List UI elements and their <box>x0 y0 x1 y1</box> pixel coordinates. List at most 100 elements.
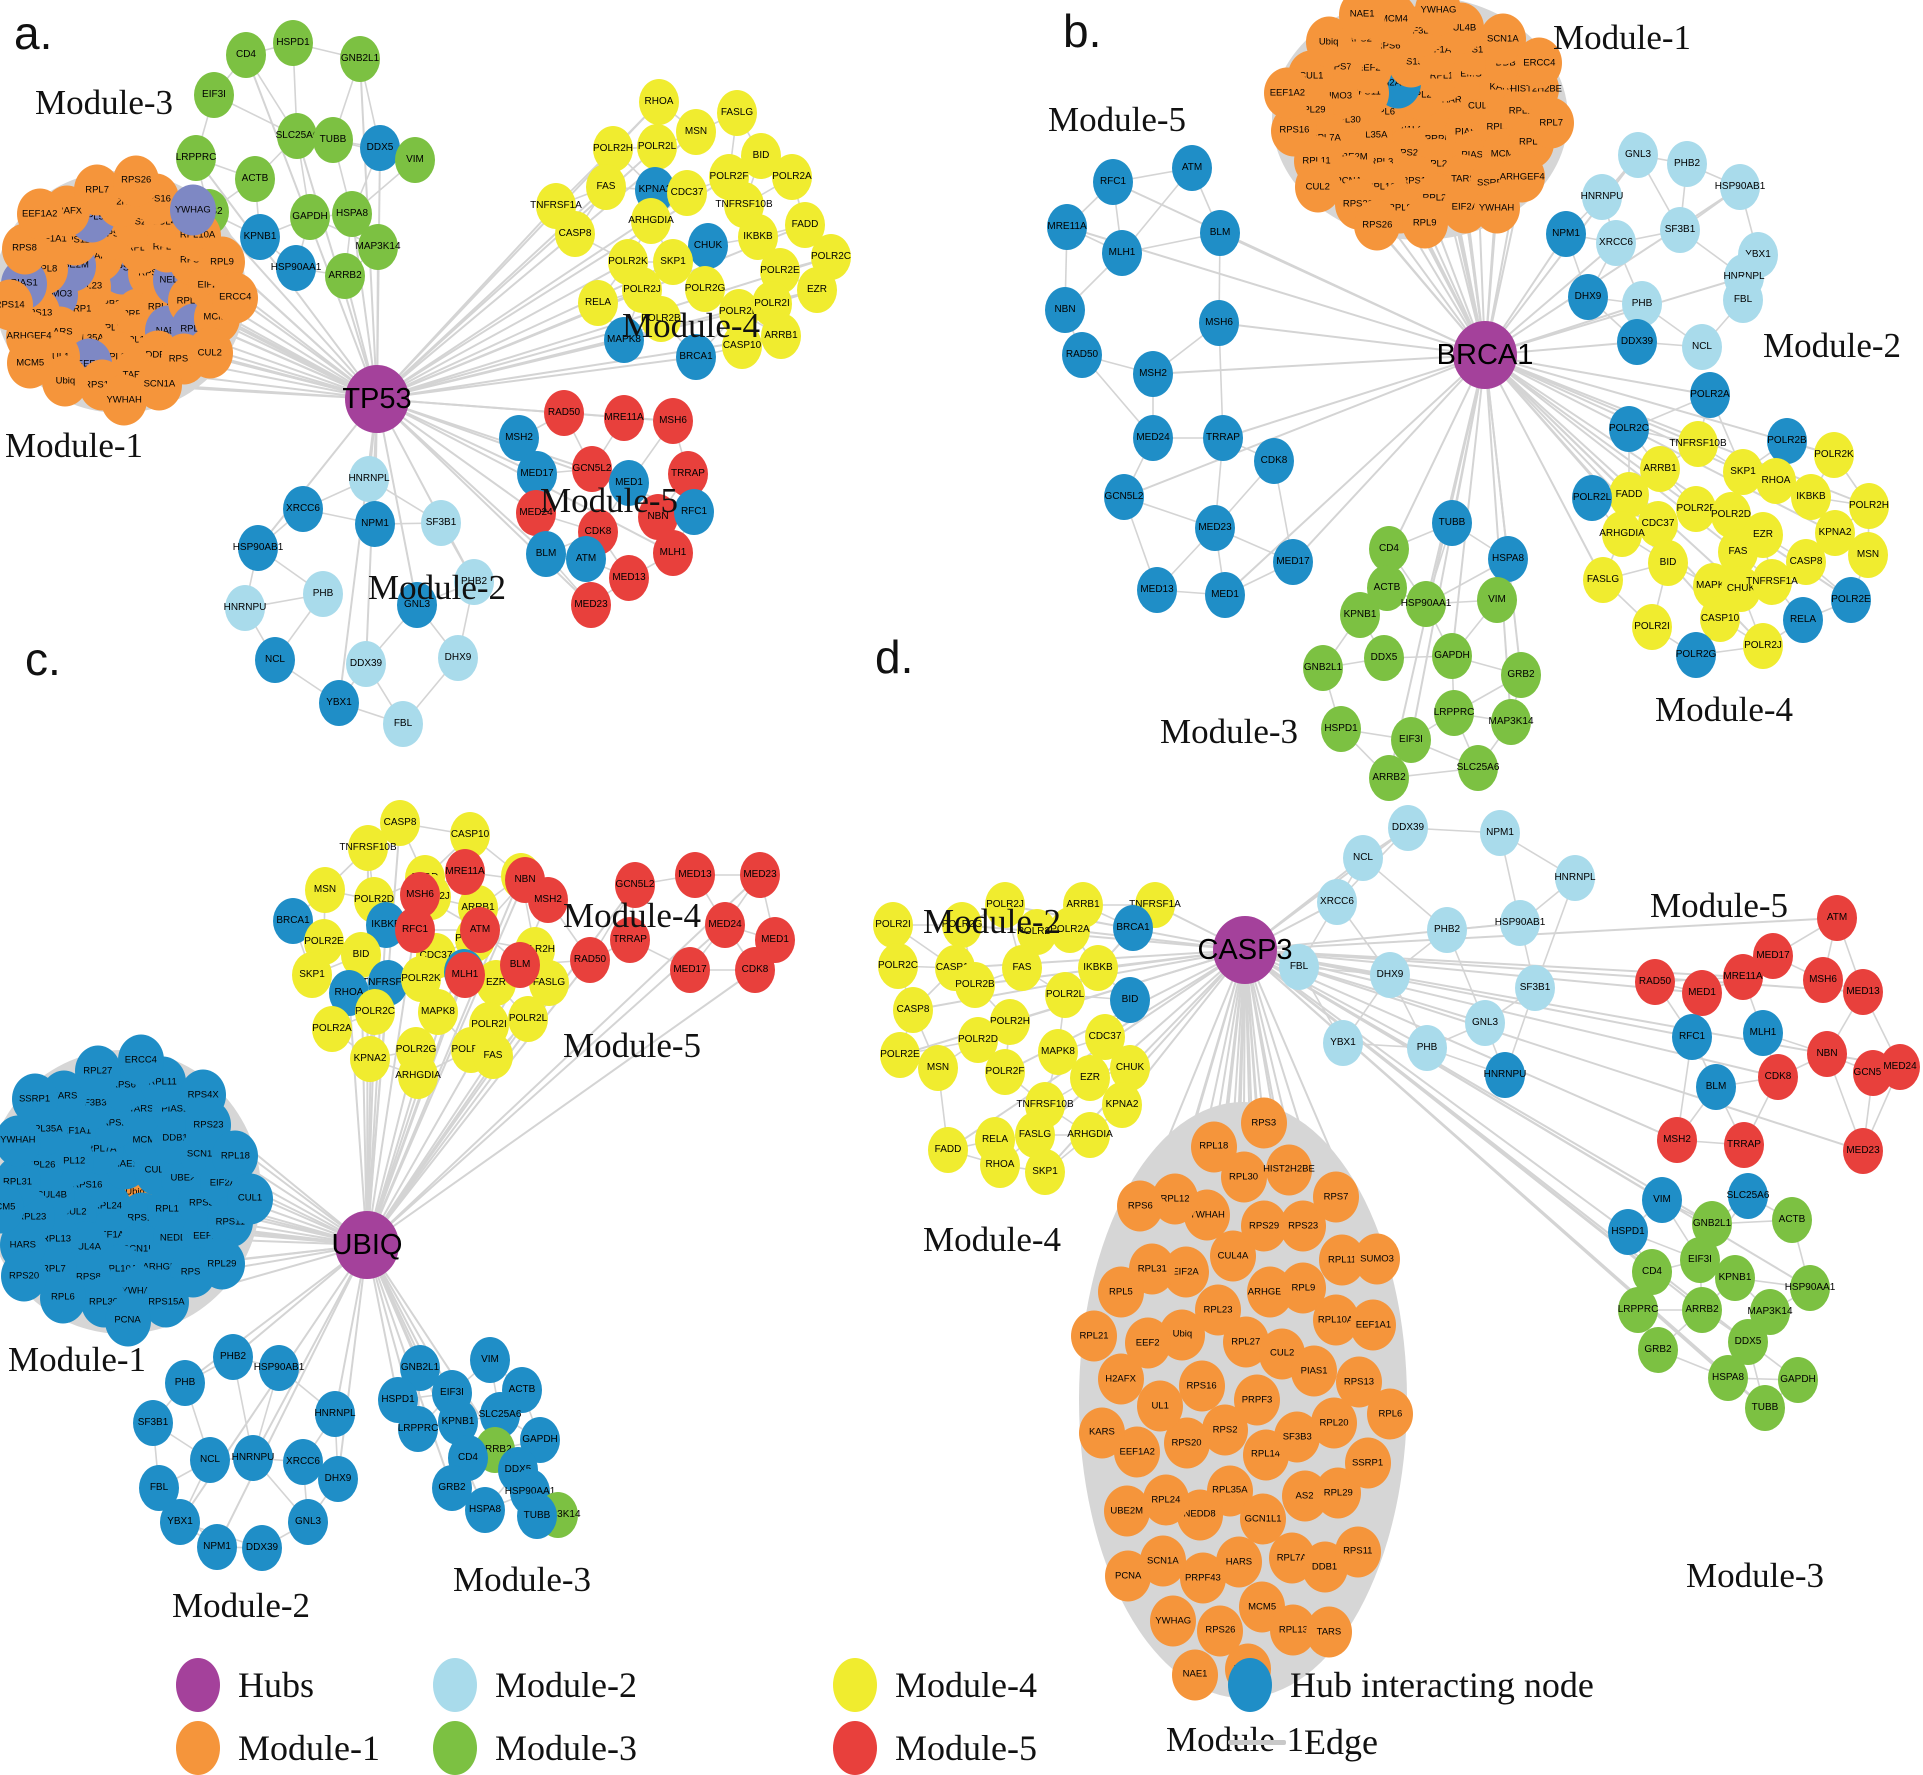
gene-node[interactable]: RFC1 <box>1093 159 1133 205</box>
hub-node-brca1[interactable]: BRCA1 <box>1437 321 1533 389</box>
gene-node[interactable]: POLR2F <box>985 1049 1025 1095</box>
gene-node[interactable]: HSPA8 <box>1488 536 1528 582</box>
gene-node[interactable]: YWHAH <box>1473 182 1520 234</box>
gene-node[interactable]: ARHGDIA <box>395 1053 441 1099</box>
gene-node[interactable]: VIM <box>470 1337 510 1383</box>
gene-node[interactable]: TUBB <box>313 117 353 163</box>
gene-node[interactable]: BID <box>1648 540 1688 586</box>
gene-node[interactable]: HSP90AA1 <box>1401 581 1451 627</box>
gene-node[interactable]: RPL24 <box>1142 1474 1189 1526</box>
gene-node[interactable]: SF3B1 <box>133 1400 173 1446</box>
gene-node[interactable]: SLC25A6 <box>1457 745 1499 791</box>
gene-node[interactable]: SKP1 <box>292 952 332 998</box>
gene-node[interactable]: KPNB1 <box>1340 592 1380 638</box>
gene-node[interactable]: IKBKB <box>1078 945 1118 991</box>
gene-node[interactable]: POLR2A <box>312 1006 352 1052</box>
gene-node[interactable]: HSPD1 <box>1321 706 1361 752</box>
gene-node[interactable]: MSH2 <box>528 877 568 923</box>
gene-node[interactable]: CASP8 <box>893 987 933 1033</box>
gene-node[interactable]: MED1 <box>1205 572 1245 618</box>
gene-node[interactable]: RPS4X <box>180 1069 227 1121</box>
gene-node[interactable]: CDK8 <box>1758 1054 1798 1100</box>
gene-node[interactable]: MLH1 <box>1743 1010 1783 1056</box>
gene-node[interactable]: RAD50 <box>544 390 584 436</box>
gene-node[interactable]: SF3B1 <box>421 500 461 546</box>
gene-node[interactable]: CASP8 <box>1786 539 1826 585</box>
gene-node[interactable]: UL1 <box>1137 1380 1184 1432</box>
gene-node[interactable]: MSH6 <box>1803 957 1843 1003</box>
gene-node[interactable]: MED24 <box>1880 1044 1920 1090</box>
gene-node[interactable]: NCL <box>1682 324 1722 370</box>
gene-node[interactable]: XRCC6 <box>1596 220 1636 266</box>
gene-node[interactable]: PIAS1 <box>1291 1345 1338 1397</box>
gene-node[interactable]: ATM <box>566 536 606 582</box>
gene-node[interactable]: XRCC6 <box>283 486 323 532</box>
gene-node[interactable]: LRPPRC <box>398 1406 438 1452</box>
gene-node[interactable]: XRCC6 <box>283 1439 323 1485</box>
gene-node[interactable]: BID <box>1110 977 1150 1023</box>
gene-node[interactable]: RPL18 <box>1190 1121 1237 1173</box>
gene-node[interactable]: MSH6 <box>653 398 693 444</box>
gene-node[interactable]: TUBB <box>1432 500 1472 546</box>
gene-node[interactable]: SLC25A6 <box>276 113 318 159</box>
gene-node[interactable]: DDX39 <box>242 1525 282 1571</box>
hub-node-casp3[interactable]: CASP3 <box>1197 916 1293 984</box>
gene-node[interactable]: RPL27 <box>74 1045 121 1097</box>
gene-node[interactable]: LRPPRC <box>176 135 216 181</box>
gene-node[interactable]: MED17 <box>1273 539 1313 585</box>
gene-node[interactable]: MLH1 <box>653 530 693 576</box>
gene-node[interactable]: HNRNPL <box>314 1391 356 1437</box>
gene-node[interactable]: POLR2C <box>355 989 395 1035</box>
gene-node[interactable]: TUBB <box>517 1493 557 1539</box>
gene-node[interactable]: BLM <box>526 531 566 577</box>
gene-node[interactable]: POLR2E <box>880 1032 920 1078</box>
gene-node[interactable]: RPS11 <box>1334 1526 1381 1578</box>
gene-node[interactable]: RPL21 <box>1071 1310 1118 1362</box>
gene-node[interactable]: HNRNPU <box>224 585 266 631</box>
gene-node[interactable]: BRCA1 <box>1113 905 1153 951</box>
gene-node[interactable]: PHB2 <box>213 1334 253 1380</box>
gene-node[interactable]: ARHGDIA <box>1599 511 1645 557</box>
gene-node[interactable]: MED24 <box>1133 415 1173 461</box>
gene-node[interactable]: POLR2E <box>1831 577 1871 623</box>
gene-node[interactable]: TNFRSF10B <box>1669 421 1727 467</box>
gene-node[interactable]: FAS <box>586 164 626 210</box>
gene-node[interactable]: DHX9 <box>438 635 478 681</box>
gene-node[interactable]: MED24 <box>705 902 745 948</box>
gene-node[interactable]: SSRP1 <box>1344 1437 1391 1489</box>
gene-node[interactable]: NPM1 <box>1480 810 1520 856</box>
gene-node[interactable]: CDK8 <box>1254 438 1294 484</box>
gene-node[interactable]: NPM1 <box>355 501 395 547</box>
gene-node[interactable]: CUL2 <box>186 327 233 379</box>
gene-node[interactable]: TRRAP <box>1724 1122 1764 1168</box>
gene-node[interactable]: HSP90AB1 <box>233 525 283 571</box>
gene-node[interactable]: ATM <box>1172 145 1212 191</box>
gene-node[interactable]: FAS <box>1002 945 1042 991</box>
gene-node[interactable]: TNFRSF1A <box>1746 559 1798 605</box>
gene-node[interactable]: GAPDH <box>1778 1357 1818 1403</box>
gene-node[interactable]: MED23 <box>740 852 780 898</box>
gene-node[interactable]: EEF1A2 <box>1264 67 1311 119</box>
gene-node[interactable]: POLR2C <box>1609 406 1649 452</box>
gene-node[interactable]: MED23 <box>571 582 611 628</box>
gene-node[interactable]: MSN <box>305 867 345 913</box>
gene-node[interactable]: RPL7 <box>1528 97 1575 149</box>
gene-node[interactable]: RPL29 <box>198 1238 245 1290</box>
gene-node[interactable]: DDX5 <box>360 125 400 171</box>
gene-node[interactable]: KPNA2 <box>350 1036 390 1082</box>
gene-node[interactable]: RPS16 <box>1178 1360 1225 1412</box>
gene-node[interactable]: HSP90AB1 <box>1715 164 1765 210</box>
gene-node[interactable]: PHB <box>1407 1025 1447 1071</box>
gene-node[interactable]: RPL6 <box>1367 1388 1414 1440</box>
gene-node[interactable]: MED13 <box>609 555 649 601</box>
gene-node[interactable]: XRCC6 <box>1317 879 1357 925</box>
gene-node[interactable]: YBX1 <box>319 680 359 726</box>
gene-node[interactable]: NAE1 <box>1172 1649 1219 1701</box>
gene-node[interactable]: EEF1A1 <box>1350 1299 1397 1351</box>
gene-node[interactable]: HIST2H2BE <box>1263 1144 1315 1196</box>
gene-node[interactable]: KPNB1 <box>240 214 280 260</box>
gene-node[interactable]: POLR2K <box>1814 432 1854 478</box>
gene-node[interactable]: DHX9 <box>318 1456 358 1502</box>
gene-node[interactable]: DHX9 <box>1568 274 1608 320</box>
gene-node[interactable]: ARRB1 <box>761 313 801 359</box>
